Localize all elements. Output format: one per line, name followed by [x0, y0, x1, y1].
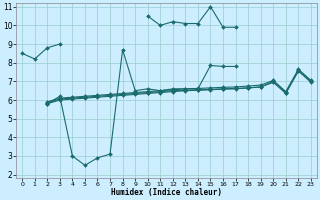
X-axis label: Humidex (Indice chaleur): Humidex (Indice chaleur) — [111, 188, 222, 197]
